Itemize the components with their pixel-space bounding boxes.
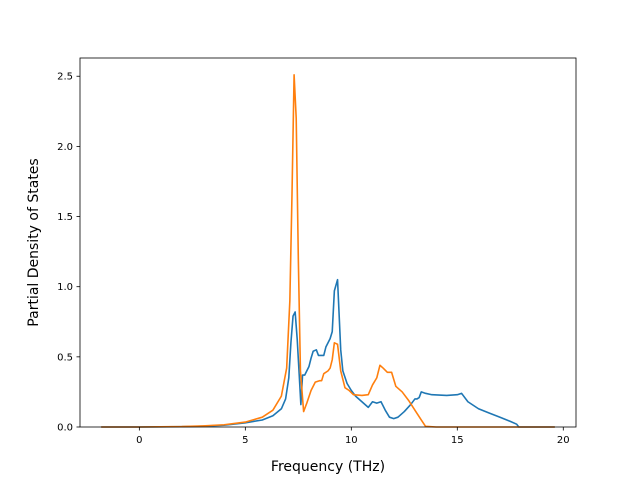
x-tick-label: 20 <box>557 435 570 446</box>
y-tick-label: 1.0 <box>57 282 73 293</box>
x-axis-label: Frequency (THz) <box>271 459 385 475</box>
series-layer <box>101 74 555 428</box>
x-tick-label: 10 <box>345 435 358 446</box>
y-axis-ticks: 0.0 0.5 1.0 1.5 2.0 2.5 <box>57 72 80 434</box>
y-tick-label: 0.0 <box>57 423 73 434</box>
x-axis-ticks: 0 5 10 15 20 <box>136 427 570 446</box>
x-tick-label: 0 <box>136 435 142 446</box>
x-tick-label: 15 <box>451 435 464 446</box>
y-axis-label: Partial Density of States <box>26 158 42 326</box>
series-line-1 <box>101 278 555 428</box>
plot-frame <box>79 57 577 428</box>
series-line-2 <box>101 74 555 428</box>
y-tick-label: 1.5 <box>57 212 73 223</box>
y-tick-label: 0.5 <box>57 352 73 363</box>
y-tick-label: 2.0 <box>57 142 73 153</box>
y-tick-label: 2.5 <box>57 72 73 83</box>
x-tick-label: 5 <box>242 435 248 446</box>
